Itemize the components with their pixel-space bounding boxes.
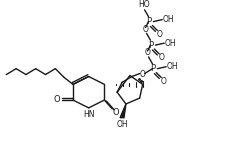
Text: O: O (156, 30, 162, 39)
Text: O: O (143, 25, 148, 34)
Text: O: O (113, 108, 120, 117)
Text: OH: OH (162, 15, 174, 24)
Text: P: P (146, 17, 151, 26)
Text: O: O (158, 53, 164, 62)
Text: HN: HN (83, 110, 94, 119)
Polygon shape (120, 104, 126, 118)
Text: O: O (144, 49, 150, 58)
Text: OH: OH (116, 120, 128, 129)
Text: OH: OH (166, 62, 178, 71)
Text: P: P (148, 41, 153, 50)
Text: OH: OH (164, 39, 176, 48)
Text: O: O (54, 95, 61, 104)
Text: O: O (160, 77, 166, 86)
Text: O: O (140, 70, 145, 79)
Text: HO: HO (138, 0, 149, 9)
Text: P: P (150, 64, 155, 73)
